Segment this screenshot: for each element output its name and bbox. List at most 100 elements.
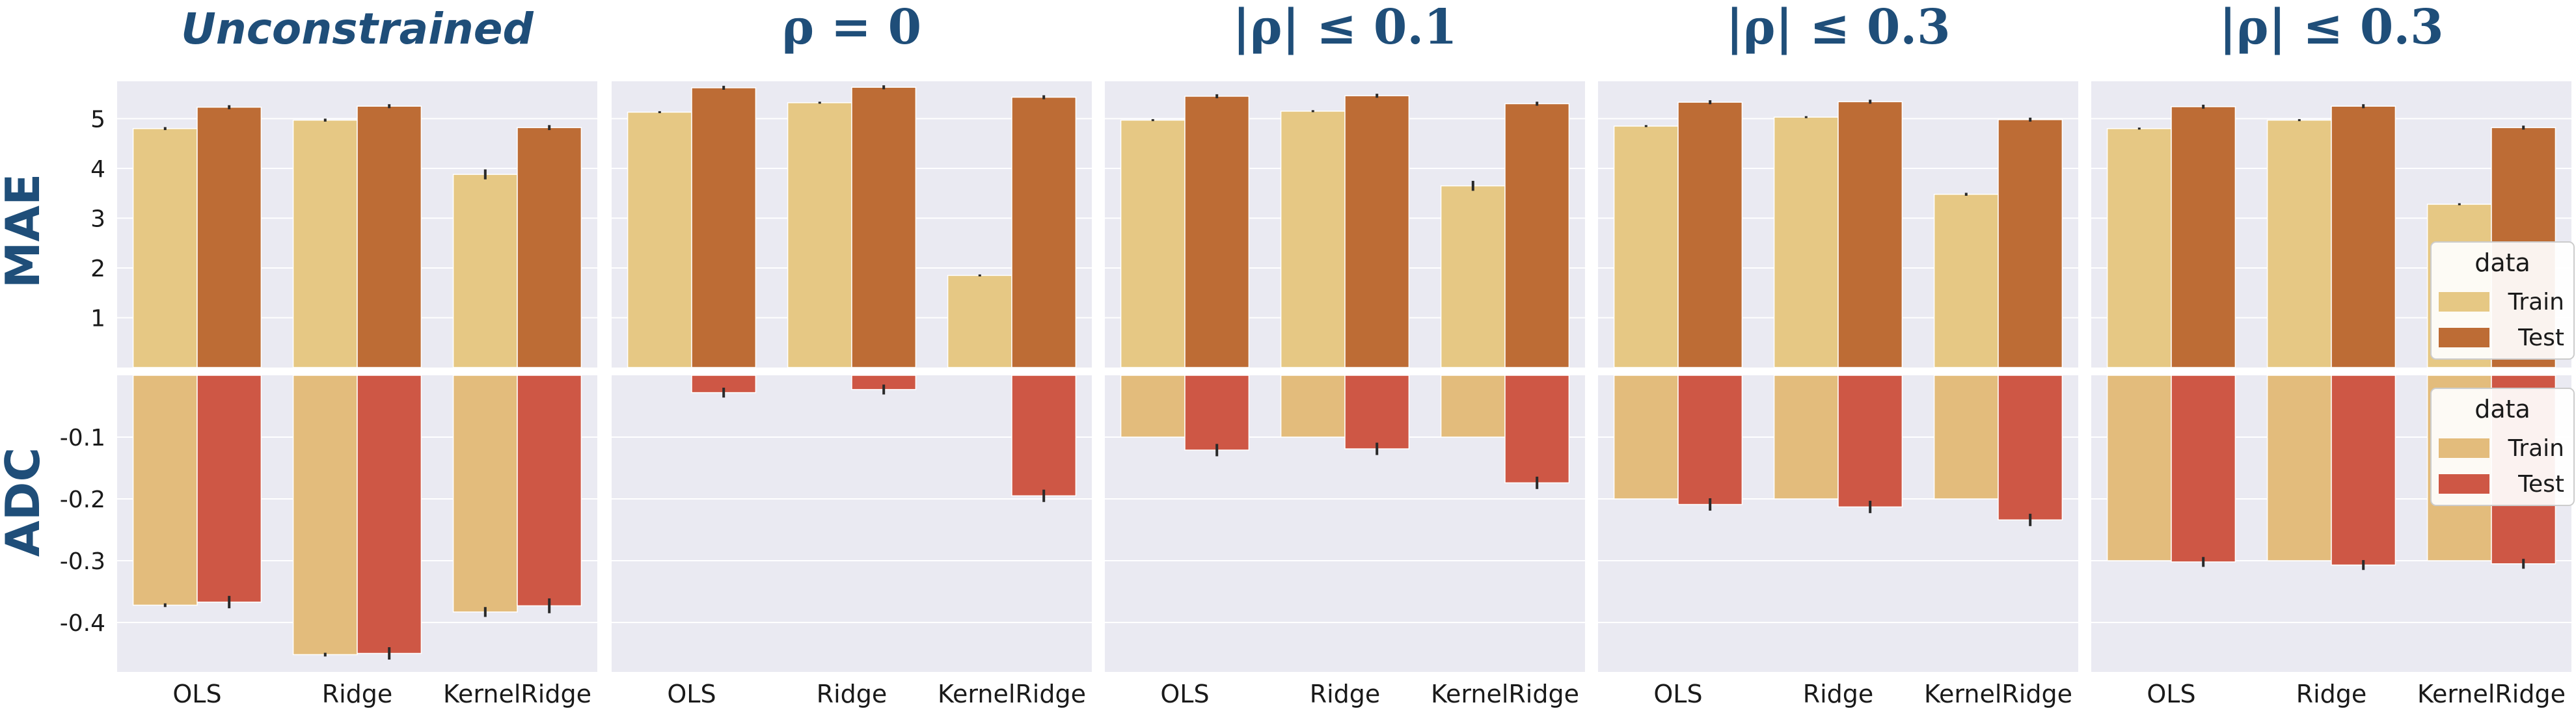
mae-bar-test xyxy=(851,87,917,368)
category-tick-label: Ridge xyxy=(1803,680,1874,708)
adc-bar-train xyxy=(452,375,518,613)
mae-bar-train xyxy=(452,174,518,368)
mae-bar-test xyxy=(197,107,262,368)
adc-bar-test xyxy=(2331,375,2396,566)
adc-bar-test xyxy=(1011,375,1077,496)
legend-swatch xyxy=(2439,474,2489,494)
adc-tick-label: -0.2 xyxy=(60,487,105,513)
adc-bar-test xyxy=(1184,375,1250,451)
mae-bar-test xyxy=(1011,96,1077,368)
mae-tick-label: 3 xyxy=(90,206,105,232)
mae-bar-test xyxy=(1504,103,1570,368)
adc-bar-train xyxy=(292,375,358,656)
adc-bar-test xyxy=(517,375,582,607)
category-tick-label: Ridge xyxy=(1310,680,1381,708)
category-tick-label: OLS xyxy=(172,680,221,708)
adc-bar-test xyxy=(1344,375,1410,449)
panel-1: 1 2 3 4 5 -0.1 -0.2 -0.3 -0.4 OLS Ridge KernelRidge… xyxy=(60,4,597,708)
adc-bar-train xyxy=(2266,375,2332,561)
adc-bar-test xyxy=(357,375,422,654)
mae-bar-test xyxy=(1998,119,2063,368)
mae-bar-test xyxy=(691,87,757,368)
panel-title: ρ = 0 xyxy=(782,0,921,55)
category-tick-label: KernelRidge xyxy=(1431,680,1579,708)
mae-tick-label: 2 xyxy=(90,256,105,282)
adc-bar-train xyxy=(132,375,198,606)
category-tick-label: OLS xyxy=(1653,680,1702,708)
mae-bar-test xyxy=(2171,106,2236,368)
mae-bar-test xyxy=(1344,95,1410,368)
adc-bar-test xyxy=(1837,375,1903,508)
adc-bar-test xyxy=(1998,375,2063,521)
adc-bar-train xyxy=(1773,375,1839,500)
legend-entry-label: Test xyxy=(2517,325,2564,351)
mae-bar-train xyxy=(292,119,358,368)
adc-bar-train xyxy=(1613,375,1679,500)
legend-swatch xyxy=(2439,292,2489,312)
legend-entry-label: Train xyxy=(2508,435,2564,462)
adc-bar-train xyxy=(1933,375,1999,500)
panel-2: OLS Ridge KernelRidge ρ = 0 xyxy=(612,0,1092,708)
legend-swatch xyxy=(2439,328,2489,347)
category-tick-label: KernelRidge xyxy=(1924,680,2072,708)
mae-bar-train xyxy=(1773,116,1839,368)
category-tick-label: KernelRidge xyxy=(938,680,1086,708)
panel-5: OLS Ridge KernelRidge |ρ| ≤ 0.3 xyxy=(2091,0,2571,708)
panel-title: Unconstrained xyxy=(181,4,534,54)
panels-group: 1 2 3 4 5 -0.1 -0.2 -0.3 -0.4 OLS Ridge KernelRidge… xyxy=(60,0,2571,708)
mae-bar-test xyxy=(1184,96,1250,368)
mae-bar-train xyxy=(2106,127,2172,368)
panel-3: OLS Ridge KernelRidge |ρ| ≤ 0.1 xyxy=(1105,0,1585,708)
adc-bar-train xyxy=(1440,375,1506,438)
legend-swatch xyxy=(2439,438,2489,458)
mae-bar-train xyxy=(627,111,692,368)
mae-bar-train xyxy=(1280,111,1346,368)
panel-title: |ρ| ≤ 0.3 xyxy=(1726,0,1950,55)
legend-title: data xyxy=(2474,395,2530,423)
category-tick-label: KernelRidge xyxy=(443,680,591,708)
legend-title: data xyxy=(2474,248,2530,277)
category-tick-label: OLS xyxy=(1160,680,1209,708)
adc-bar-train xyxy=(1120,375,1186,438)
panel-title: |ρ| ≤ 0.3 xyxy=(2219,0,2443,55)
adc-bar-train xyxy=(1280,375,1346,438)
mae-bar-train xyxy=(2266,119,2332,368)
mae-bar-test xyxy=(1677,101,1743,368)
mae-bar-train xyxy=(1933,193,1999,368)
row-label-adc: ADC xyxy=(0,448,50,557)
mae-bar-test xyxy=(357,105,422,368)
adc-bar-test xyxy=(1677,375,1743,505)
legend-mae: data Train Test xyxy=(2430,241,2575,360)
adc-tick-label: -0.4 xyxy=(60,610,105,637)
legends-group: data Train Test data Train Test xyxy=(2430,241,2575,506)
adc-bar-test xyxy=(2171,375,2236,563)
category-tick-label: Ridge xyxy=(2296,680,2367,708)
mae-bar-test xyxy=(1837,101,1903,368)
mae-tick-label: 1 xyxy=(90,305,105,332)
mae-bar-train xyxy=(1440,185,1506,368)
panel-title: |ρ| ≤ 0.1 xyxy=(1232,0,1457,55)
adc-tick-label: -0.3 xyxy=(60,548,105,575)
mae-tick-label: 4 xyxy=(90,156,105,183)
category-tick-label: KernelRidge xyxy=(2417,680,2566,708)
mae-bar-train xyxy=(947,274,1012,368)
legend-entry-label: Test xyxy=(2517,471,2564,498)
panel-4: OLS Ridge KernelRidge |ρ| ≤ 0.3 xyxy=(1598,0,2078,708)
legend-adc: data Train Test xyxy=(2430,388,2575,506)
category-tick-label: OLS xyxy=(2147,680,2195,708)
adc-bar-test xyxy=(197,375,262,603)
adc-bar-train xyxy=(2106,375,2172,561)
legend-entry-label: Train xyxy=(2508,289,2564,315)
adc-tick-label: -0.1 xyxy=(60,425,105,451)
mae-bar-train xyxy=(787,102,852,368)
adc-bar-test xyxy=(1504,375,1570,484)
mae-bar-train xyxy=(132,127,198,368)
category-tick-label: Ridge xyxy=(322,680,393,708)
mae-bar-train xyxy=(1613,126,1679,368)
mae-bar-train xyxy=(1120,119,1186,368)
category-tick-label: OLS xyxy=(667,680,716,708)
category-tick-label: Ridge xyxy=(817,680,888,708)
mae-tick-label: 5 xyxy=(90,106,105,133)
row-label-mae: MAE xyxy=(0,174,50,289)
